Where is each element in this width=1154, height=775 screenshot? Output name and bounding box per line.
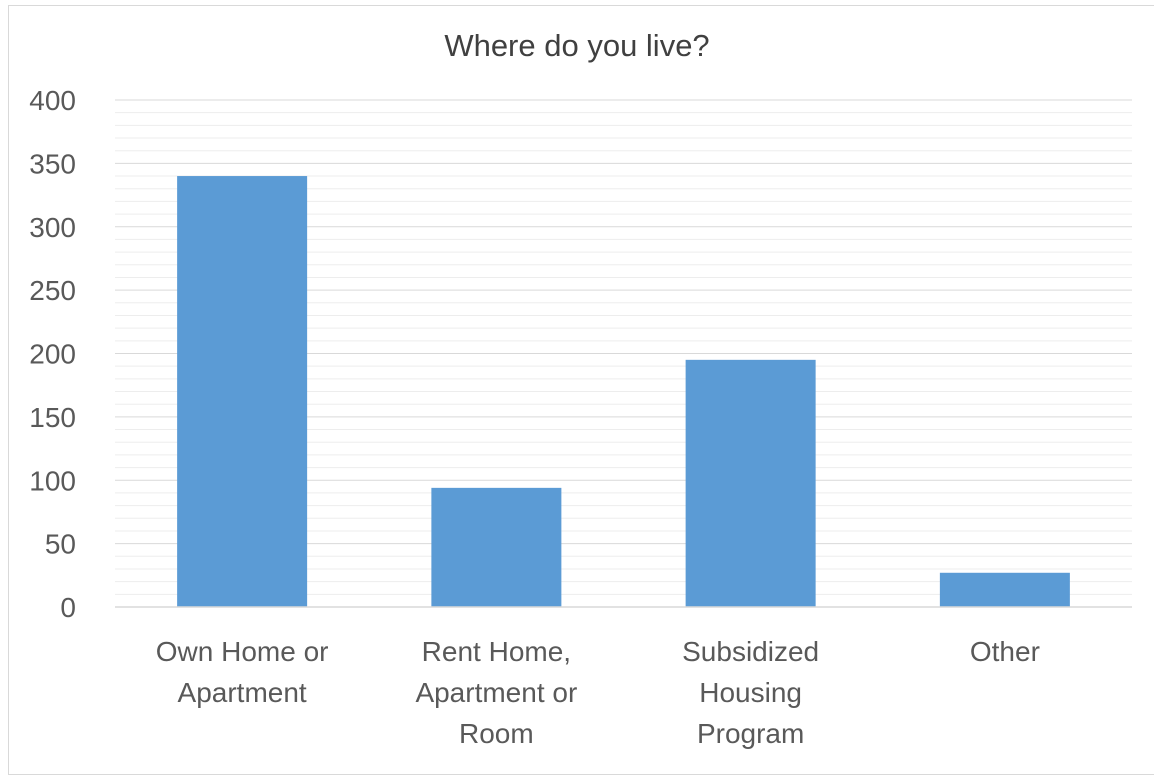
x-tick-label-line: Apartment: [178, 677, 307, 708]
y-tick-label: 250: [29, 275, 76, 306]
y-tick-label: 400: [29, 85, 76, 116]
x-tick-label: Own Home or Apartment: [156, 636, 329, 708]
chart-title: Where do you live?: [444, 28, 710, 63]
x-tick-label-line: Subsidized: [682, 636, 819, 667]
x-tick-label: Subsidized Housing Program: [682, 636, 819, 749]
y-tick-label: 0: [60, 592, 76, 623]
bar: [431, 487, 562, 607]
bar: [685, 359, 816, 607]
bar: [177, 176, 308, 608]
x-tick-label-line: Other: [970, 636, 1040, 667]
y-tick-label: 300: [29, 212, 76, 243]
y-axis: 0 50 100 150 200 250 300 350 400: [29, 85, 76, 623]
x-axis: Own Home or Apartment Rent Home, Apartment …: [115, 606, 1132, 749]
x-tick-label-line: Room: [459, 718, 534, 749]
x-tick-label: Other: [970, 636, 1040, 667]
y-tick-label: 50: [45, 529, 76, 560]
x-tick-label-line: Own Home or: [156, 636, 329, 667]
y-tick-label: 200: [29, 339, 76, 370]
y-tick-label: 100: [29, 465, 76, 496]
x-tick-label: Rent Home, Apartment or Room: [415, 636, 577, 749]
x-tick-label-line: Apartment or: [415, 677, 577, 708]
x-tick-label-line: Housing: [699, 677, 802, 708]
x-tick-label-line: Rent Home,: [422, 636, 571, 667]
y-tick-label: 350: [29, 148, 76, 179]
bars: [177, 176, 1070, 608]
y-tick-label: 150: [29, 402, 76, 433]
x-tick-label-line: Program: [697, 718, 804, 749]
bar: [939, 572, 1070, 607]
